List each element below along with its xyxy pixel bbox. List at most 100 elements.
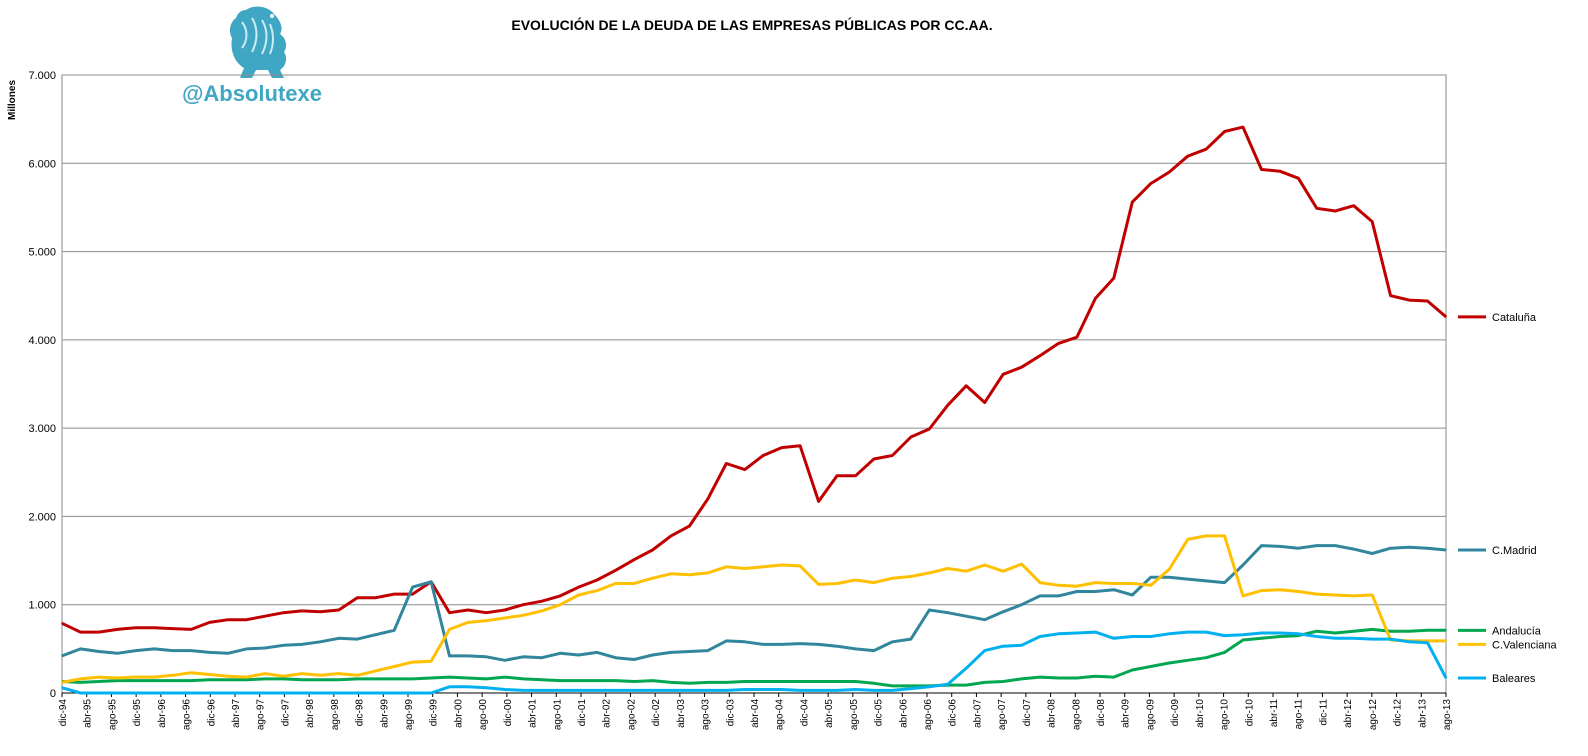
- data-point: [338, 637, 340, 640]
- data-point: [1149, 635, 1152, 638]
- y-tick-label: 3.000: [28, 423, 56, 435]
- data-point: [1186, 631, 1189, 633]
- data-point: [1223, 634, 1226, 637]
- data-point: [356, 692, 359, 694]
- data-point: [208, 621, 211, 624]
- x-tick-label: ago-96: [182, 699, 193, 731]
- data-point: [171, 692, 174, 694]
- data-point: [522, 689, 525, 692]
- data-point: [1389, 638, 1392, 640]
- data-point: [430, 692, 432, 694]
- data-point: [301, 672, 303, 675]
- data-point: [79, 681, 82, 684]
- data-point: [1186, 538, 1189, 541]
- data-point: [1389, 630, 1392, 632]
- data-point: [504, 676, 506, 678]
- x-tick-label: dic-01: [577, 699, 588, 727]
- data-point: [743, 680, 746, 683]
- series-line-C.Valenciana: [61, 534, 1446, 684]
- data-point: [983, 401, 986, 404]
- data-point: [725, 681, 728, 684]
- x-tick-label: abr-09: [1121, 699, 1132, 728]
- data-point: [965, 667, 968, 670]
- y-tick-label: 5.000: [28, 247, 56, 259]
- data-point: [393, 593, 395, 595]
- x-tick-label: dic-97: [280, 699, 291, 727]
- data-point: [79, 648, 82, 650]
- data-point: [688, 682, 691, 685]
- data-point: [393, 629, 395, 632]
- data-point: [245, 676, 248, 678]
- data-point: [596, 679, 598, 682]
- data-point: [873, 458, 875, 460]
- data-point: [854, 475, 857, 477]
- x-tick-label: ago-99: [404, 699, 415, 731]
- data-point: [577, 654, 580, 656]
- data-point: [670, 573, 672, 575]
- x-tick-label: abr-12: [1343, 699, 1354, 728]
- data-point: [891, 640, 894, 643]
- data-point: [670, 535, 672, 537]
- data-point: [1113, 277, 1115, 279]
- x-tick-label: abr-06: [898, 699, 909, 728]
- data-point: [171, 674, 174, 677]
- x-tick-label: dic-05: [874, 699, 885, 727]
- data-point: [282, 675, 285, 678]
- data-point: [707, 572, 709, 574]
- data-point: [1316, 593, 1318, 595]
- data-point: [670, 651, 672, 654]
- data-point: [522, 603, 525, 606]
- data-point: [799, 565, 801, 567]
- data-point: [98, 631, 100, 633]
- data-point: [1149, 584, 1152, 587]
- data-point: [928, 609, 931, 611]
- y-tick-label: 6.000: [28, 158, 56, 170]
- data-point: [1094, 631, 1097, 633]
- data-point: [873, 689, 875, 692]
- data-point: [1260, 168, 1263, 171]
- data-point: [1205, 631, 1207, 633]
- data-point: [817, 689, 820, 692]
- y-tick-label: 0: [50, 688, 56, 700]
- y-tick-label: 4.000: [28, 335, 56, 347]
- data-point: [743, 688, 746, 691]
- data-point: [1334, 637, 1337, 640]
- data-point: [1002, 373, 1004, 376]
- data-point: [836, 475, 838, 477]
- data-point: [725, 565, 728, 568]
- data-point: [227, 692, 229, 694]
- data-point: [817, 680, 820, 683]
- data-point: [245, 678, 248, 681]
- data-point: [245, 648, 248, 650]
- x-tick-label: dic-03: [725, 699, 736, 727]
- data-point: [171, 679, 174, 682]
- data-point: [946, 567, 949, 570]
- data-point: [1113, 582, 1115, 585]
- data-point: [651, 549, 654, 551]
- data-point: [910, 638, 912, 640]
- data-point: [1279, 632, 1281, 634]
- data-point: [135, 626, 137, 629]
- data-point: [1297, 177, 1300, 180]
- data-point: [1186, 578, 1189, 580]
- data-point: [448, 676, 451, 678]
- data-point: [1242, 633, 1244, 636]
- data-point: [1260, 637, 1263, 640]
- data-point: [1149, 576, 1152, 579]
- data-point: [1076, 677, 1078, 679]
- data-point: [577, 689, 580, 692]
- data-point: [725, 640, 728, 642]
- data-point: [522, 678, 525, 680]
- data-point: [762, 688, 765, 691]
- data-point: [614, 582, 617, 585]
- data-point: [891, 577, 894, 580]
- data-point: [504, 688, 506, 691]
- data-point: [577, 594, 580, 596]
- data-point: [1223, 581, 1226, 584]
- x-tick-label: dic-09: [1170, 699, 1181, 727]
- x-tick-label: abr-11: [1269, 699, 1280, 728]
- plot-frame: [61, 74, 1447, 694]
- data-point: [208, 678, 211, 681]
- grid: [61, 74, 1447, 694]
- data-point: [190, 692, 192, 694]
